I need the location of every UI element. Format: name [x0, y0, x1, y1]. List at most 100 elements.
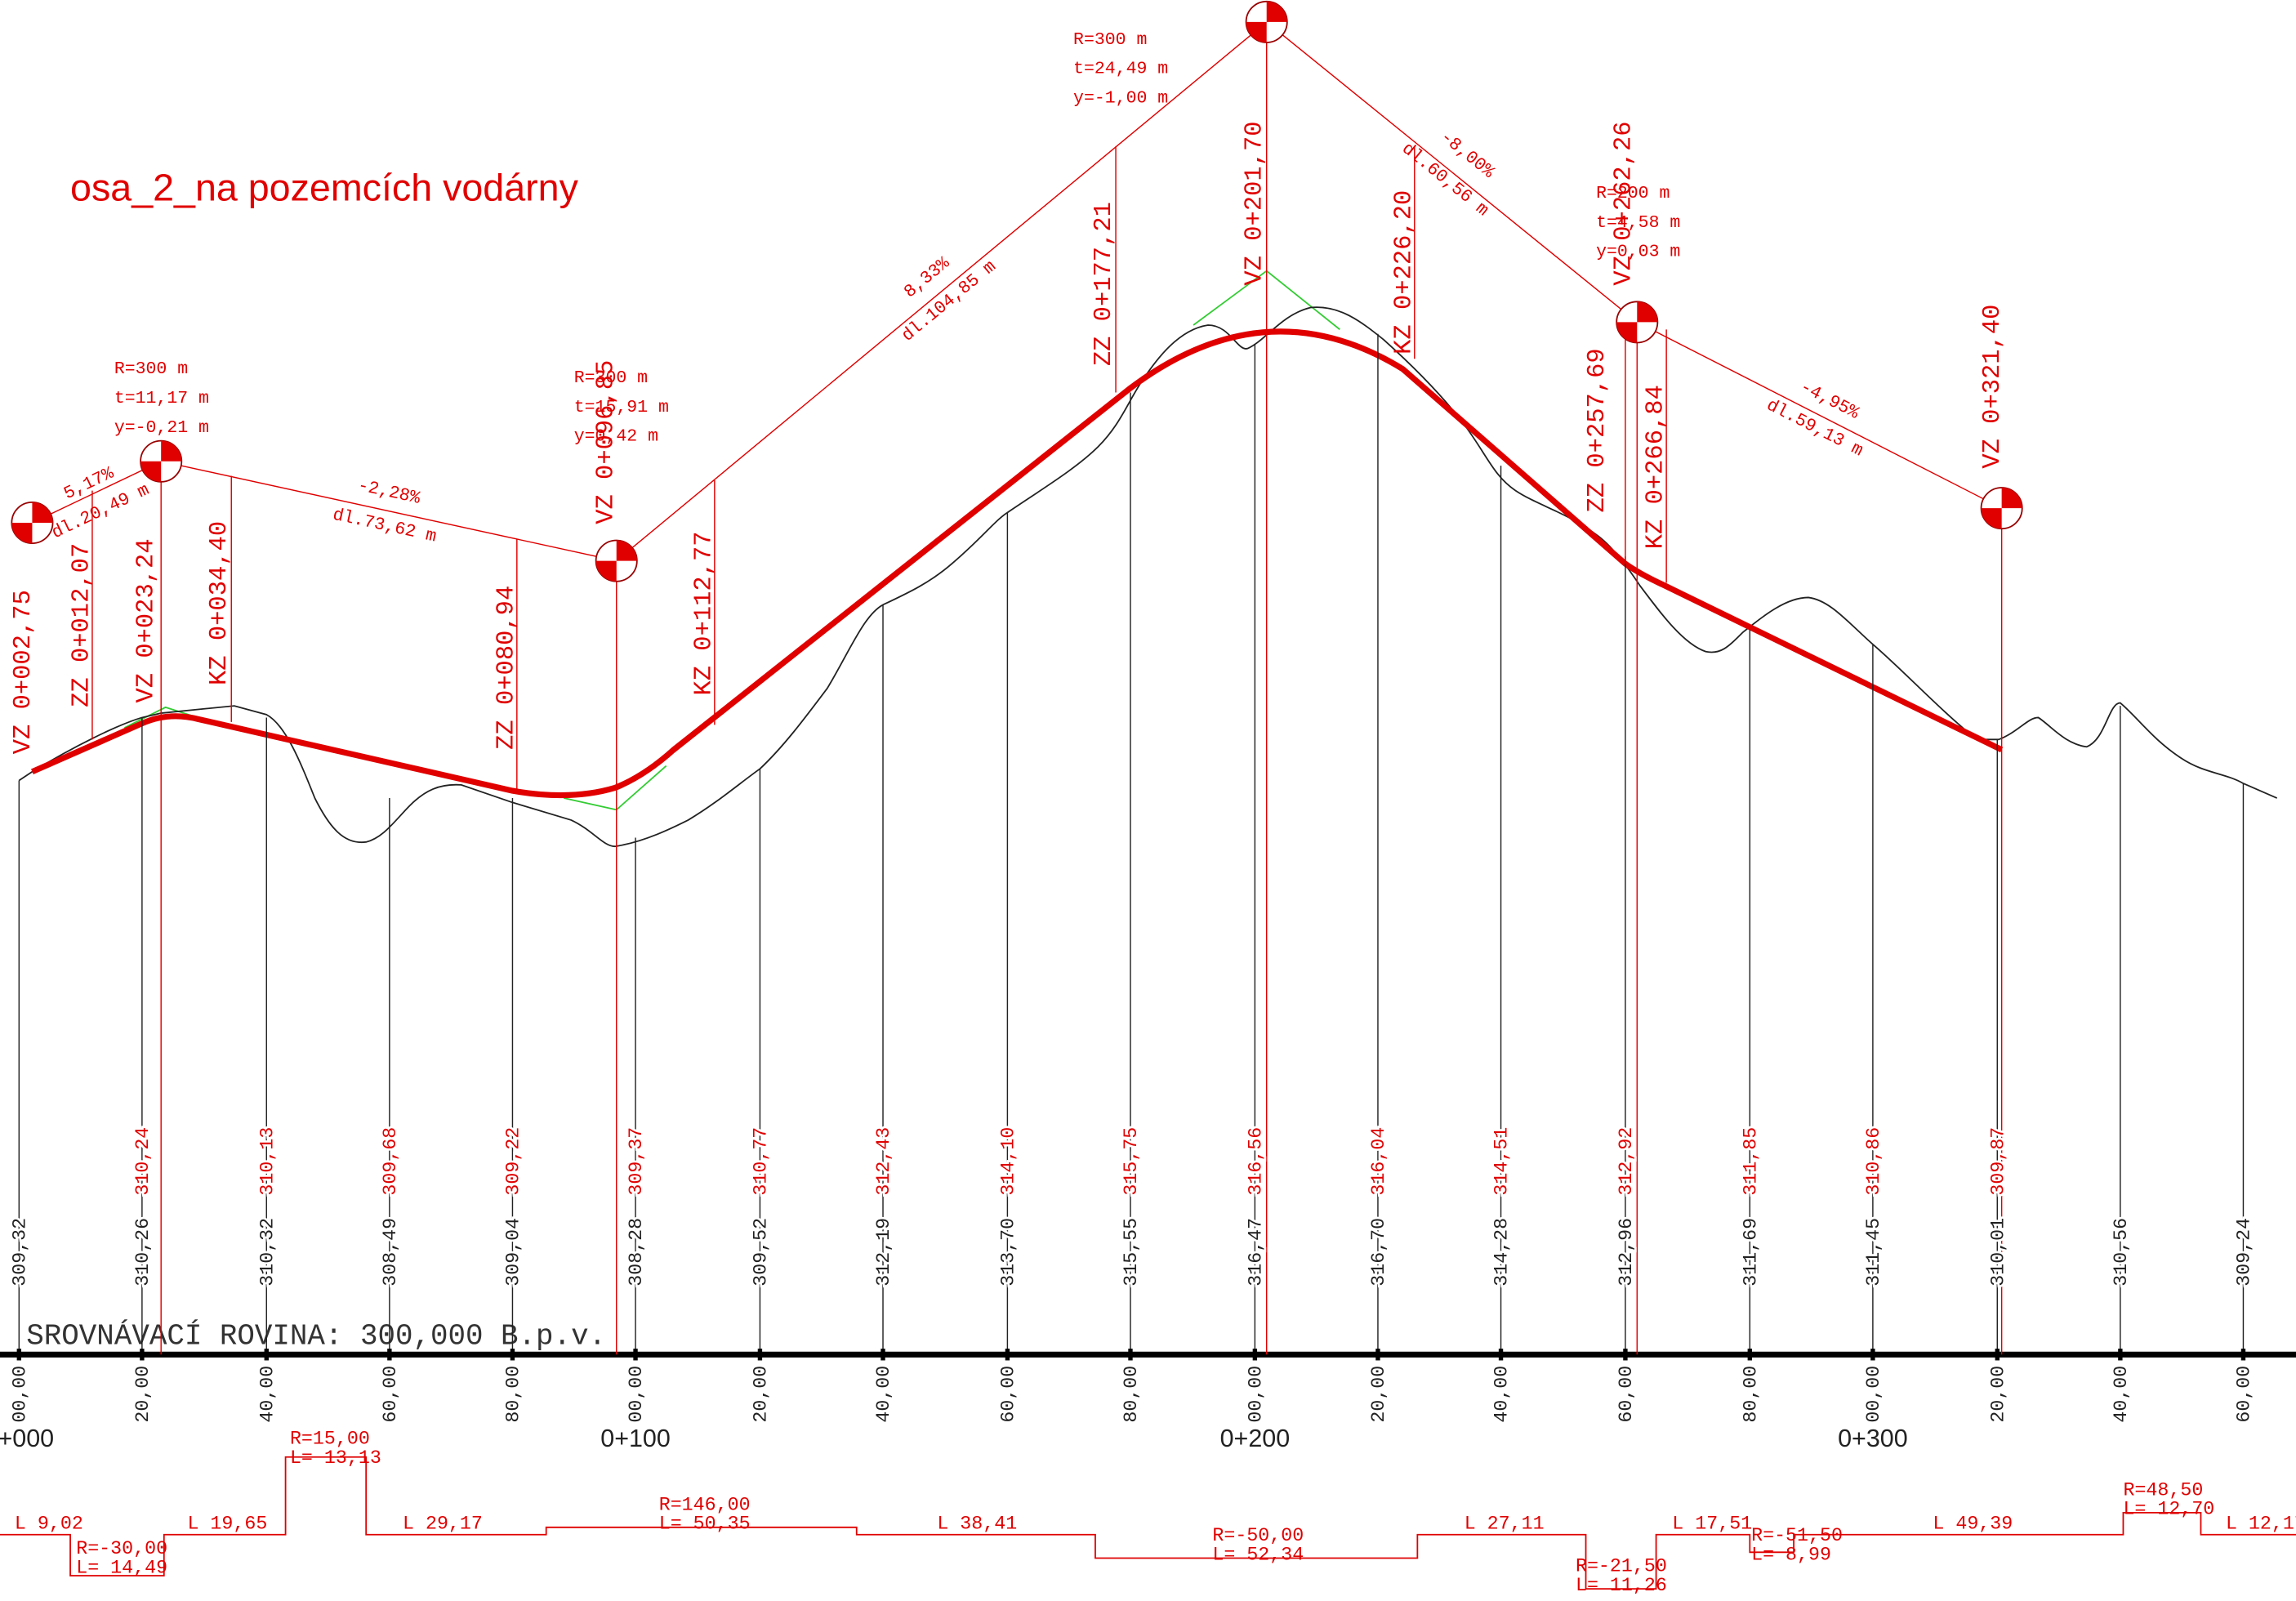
pvi-quadrant: [2001, 487, 2022, 509]
point-label: VZ 0+096,85: [592, 360, 620, 524]
station-tick: [1005, 1349, 1010, 1361]
station-tick: [1623, 1349, 1628, 1361]
point-label: ZZ 0+080,94: [493, 586, 520, 750]
terrain-elevation: 316,47: [1246, 1218, 1267, 1287]
station-tick: [1498, 1349, 1504, 1361]
pvi-quadrant: [595, 560, 617, 582]
terrain-elevation: 310,32: [256, 1218, 278, 1287]
curvature-label: L 38,41: [937, 1514, 1017, 1535]
point-label: KZ 0+226,20: [1390, 190, 1418, 355]
point-label: KZ 0+266,84: [1643, 385, 1670, 549]
curvature-label: R=-51,50: [1751, 1525, 1843, 1546]
pvi-quadrant: [616, 540, 637, 561]
design-elevation: 309,22: [503, 1127, 524, 1196]
design-elevation: 314,51: [1491, 1127, 1513, 1196]
curve-param: t=4,58 m: [1596, 213, 1680, 233]
curve-param: y=0,03 m: [1596, 243, 1680, 262]
chainage: 60,00: [998, 1366, 1019, 1423]
chainage: 00,00: [1863, 1366, 1884, 1423]
curvature-label: L= 12,70: [2123, 1499, 2214, 1520]
point-label: ZZ 0+177,21: [1090, 202, 1118, 366]
curve-param: y=0,42 m: [574, 427, 658, 447]
design-elevation: 309,68: [380, 1127, 401, 1196]
chainage: 40,00: [2111, 1366, 2132, 1423]
terrain-elevation: 313,70: [998, 1218, 1019, 1287]
terrain-elevation: 312,96: [1616, 1218, 1637, 1287]
design-elevation: 310,24: [132, 1127, 154, 1196]
chainage: 20,00: [132, 1366, 154, 1423]
km-label: 0+300: [1838, 1425, 1908, 1452]
point-label: ZZ 0+257,69: [1584, 348, 1612, 512]
chainage: 20,00: [1987, 1366, 2008, 1423]
chainage: 20,00: [751, 1366, 772, 1423]
point-label: VZ 0+201,70: [1242, 121, 1269, 285]
curvature-label: R=15,00: [290, 1429, 370, 1450]
station-tick: [1870, 1349, 1875, 1361]
curvature-label: R=48,50: [2123, 1479, 2203, 1501]
curvature-label: R=-21,50: [1576, 1556, 1667, 1577]
chainage: 60,00: [1616, 1366, 1637, 1423]
curvature-label: L 9,02: [15, 1514, 83, 1535]
terrain-elevation: 309,04: [503, 1218, 524, 1287]
design-elevation: 310,86: [1863, 1127, 1884, 1196]
curvature-label: R=-30,00: [76, 1538, 167, 1559]
terrain-elevation: 316,70: [1368, 1218, 1389, 1287]
terrain-elevation: 310,56: [2111, 1218, 2132, 1287]
title: osa_2_na pozemcích vodárny: [70, 167, 579, 209]
design-elevation: 312,43: [873, 1127, 894, 1196]
terrain-line: [18, 306, 2278, 848]
curve-param: R=200 m: [1596, 184, 1670, 203]
chainage: 60,00: [2234, 1366, 2255, 1423]
design-elevation: 309,87: [1987, 1127, 2008, 1196]
station-tick: [16, 1349, 21, 1361]
curvature-label: L 12,17: [2226, 1514, 2296, 1535]
chainage: 00,00: [9, 1366, 30, 1423]
chainage: 40,00: [1491, 1366, 1513, 1423]
km-label: 0+200: [1220, 1425, 1291, 1452]
point-label: VZ 0+262,26: [1610, 121, 1638, 285]
design-elevation: 312,92: [1616, 1127, 1637, 1196]
pvi-quadrant: [1246, 21, 1267, 42]
terrain-elevation: 308,49: [380, 1218, 401, 1287]
design-elevation: 314,10: [998, 1127, 1019, 1196]
design-elevation: 315,75: [1121, 1127, 1142, 1196]
design-elevation: 311,85: [1740, 1127, 1761, 1196]
curvature-label: L= 11,26: [1576, 1575, 1667, 1596]
grade-label: -2,28%: [356, 476, 422, 509]
station-tick: [1252, 1349, 1258, 1361]
pvi-quadrant: [1981, 508, 2002, 529]
curve-param: t=15,91 m: [574, 398, 669, 417]
station-tick: [1128, 1349, 1133, 1361]
grade-label: dl.73,62 m: [331, 506, 438, 547]
terrain-elevation: 310,26: [132, 1218, 154, 1287]
curve-param: t=24,49 m: [1073, 60, 1168, 79]
curvature-label: L= 13,13: [290, 1447, 381, 1469]
point-label: KZ 0+112,77: [690, 531, 718, 695]
station-tick: [881, 1349, 885, 1361]
design-line: [30, 328, 2004, 799]
terrain-elevation: 309,32: [9, 1218, 30, 1287]
station-tick: [2240, 1349, 2246, 1361]
pvi-quadrant: [1637, 301, 1658, 323]
terrain-elevation: 311,45: [1863, 1218, 1884, 1287]
curve-param: t=11,17 m: [114, 389, 209, 408]
chainage: 40,00: [873, 1366, 894, 1423]
design-elevation: 310,77: [751, 1127, 772, 1196]
pvi-quadrant: [161, 440, 182, 462]
chainage: 80,00: [1740, 1366, 1761, 1423]
curve-param: R=300 m: [114, 359, 188, 379]
curvature-label: L 29,17: [403, 1514, 483, 1535]
chainage: 00,00: [626, 1366, 647, 1423]
station-tick: [1995, 1349, 2000, 1361]
curvature-label: L= 52,34: [1212, 1544, 1304, 1565]
chainage: 80,00: [503, 1366, 524, 1423]
design-elevation: 316,56: [1246, 1127, 1267, 1196]
pvi-quadrant: [1266, 1, 1287, 22]
terrain-elevation: 308,28: [626, 1218, 647, 1287]
curvature-label: L= 8,99: [1751, 1544, 1831, 1565]
chainage: 40,00: [256, 1366, 278, 1423]
curve-param: R=300 m: [1073, 30, 1147, 50]
station-tick: [510, 1349, 515, 1361]
point-label: ZZ 0+012,07: [69, 543, 96, 707]
design-elevation: 309,37: [626, 1127, 647, 1196]
